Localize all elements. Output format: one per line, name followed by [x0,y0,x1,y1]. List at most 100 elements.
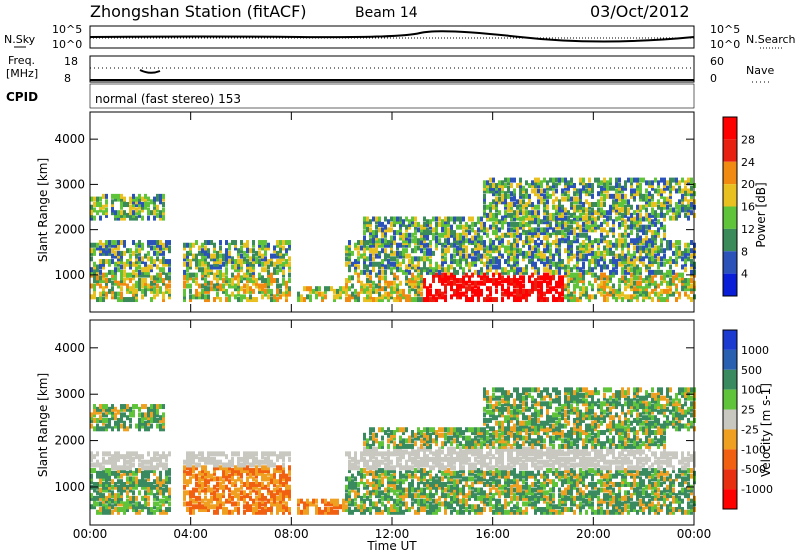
echo-cell [591,253,594,259]
echo-cell [396,267,399,273]
echo-cell [261,253,264,259]
echo-cell [126,202,129,208]
echo-cell [651,212,654,218]
echo-cell [114,280,117,286]
echo-cell [378,443,381,449]
echo-cell [150,199,153,205]
echo-cell [504,177,507,183]
echo-cell [540,256,543,262]
echo-cell [90,456,93,462]
echo-cell [207,456,210,462]
echo-cell [378,242,381,248]
echo-cell [387,219,390,225]
echo-cell [465,245,468,251]
echo-cell [135,248,138,254]
echo-cell [216,498,219,504]
echo-cell [273,479,276,485]
echo-cell [375,283,378,289]
echo-cell [192,459,195,465]
echo-cell [633,288,636,294]
echo-cell [423,242,426,248]
echo-cell [414,297,417,303]
echo-cell [318,286,321,292]
echo-cell [549,232,552,238]
echo-cell [96,409,99,415]
echo-cell [429,240,432,246]
echo-cell [252,275,255,281]
echo-cell [279,253,282,259]
echo-cell [120,294,123,300]
echo-cell [681,188,684,194]
echo-cell [636,183,639,189]
echo-cell [162,462,165,468]
echo-cell [573,191,576,197]
echo-cell [231,481,234,487]
echo-cell [396,498,399,504]
echo-cell [423,280,426,286]
echo-cell [408,435,411,441]
echo-cell [162,501,165,507]
echo-cell [417,481,420,487]
echo-cell [522,185,525,191]
echo-cell [447,278,450,284]
echo-cell [519,185,522,191]
echo-cell [246,283,249,289]
echo-cell [198,481,201,487]
echo-cell [120,240,123,246]
echo-cell [426,443,429,449]
echo-cell [348,495,351,501]
echo-cell [666,185,669,191]
echo-cell [363,235,366,241]
echo-cell [486,278,489,284]
echo-cell [198,250,201,256]
echo-cell [348,267,351,273]
echo-cell [426,498,429,504]
echo-cell [390,245,393,251]
echo-cell [483,196,486,202]
echo-cell [357,256,360,262]
echo-cell [228,253,231,259]
echo-cell [282,272,285,278]
echo-cell [462,224,465,230]
nave-label: Nave [746,64,774,77]
echo-cell [282,490,285,496]
echo-cell [243,242,246,248]
echo-cell [492,272,495,278]
echo-cell [120,291,123,297]
echo-cell [258,459,261,465]
echo-cell [156,250,159,256]
echo-cell [366,227,369,233]
echo-cell [402,248,405,254]
echo-cell [267,498,270,504]
echo-cell [210,504,213,510]
echo-cell [141,272,144,278]
echo-cell [264,495,267,501]
echo-cell [645,245,648,251]
echo-cell [585,215,588,221]
echo-cell [483,275,486,281]
echo-cell [378,275,381,281]
echo-cell [537,183,540,189]
echo-cell [423,476,426,482]
echo-cell [162,481,165,487]
echo-cell [147,207,150,213]
echo-cell [411,479,414,485]
echo-cell [552,180,555,186]
echo-cell [561,191,564,197]
echo-cell [375,248,378,254]
echo-cell [117,454,120,460]
echo-cell [528,230,531,236]
echo-cell [603,256,606,262]
echo-cell [450,232,453,238]
echo-cell [267,259,270,265]
echo-cell [609,242,612,248]
echo-cell [462,248,465,254]
echo-cell [426,481,429,487]
echo-cell [168,288,171,294]
echo-cell [372,454,375,460]
echo-cell [573,210,576,216]
echo-cell [138,259,141,265]
echo-cell [264,267,267,273]
echo-cell [621,204,624,210]
